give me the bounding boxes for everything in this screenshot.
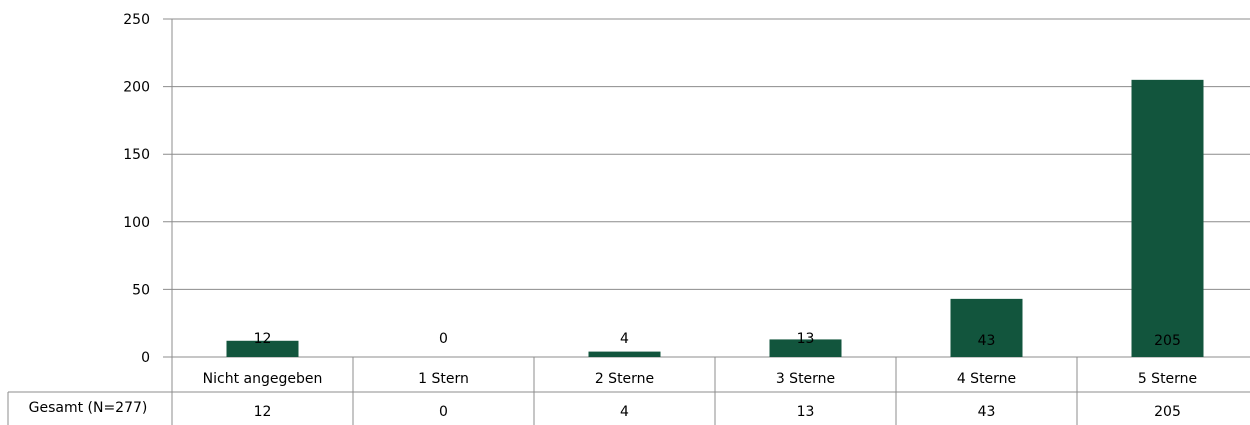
category-label: 5 Sterne bbox=[1138, 371, 1197, 387]
bar bbox=[1131, 79, 1204, 357]
y-tick-label: 250 bbox=[123, 12, 150, 28]
table-value-cell: 4 bbox=[620, 404, 629, 420]
data-label: 0 bbox=[439, 331, 448, 347]
data-table: Gesamt (N=277) Nicht angegeben 12 1 Stern 0… bbox=[7, 357, 1250, 425]
category-label: 1 Stern bbox=[418, 371, 469, 387]
bars-group bbox=[226, 79, 1204, 357]
data-label: 12 bbox=[254, 331, 272, 347]
bar bbox=[950, 298, 1023, 357]
gridlines bbox=[163, 18, 1250, 358]
table-value-cell: 0 bbox=[439, 404, 448, 420]
table-value-cell: 12 bbox=[254, 404, 272, 420]
y-tick-label: 150 bbox=[123, 147, 150, 163]
y-tick-label: 0 bbox=[141, 350, 150, 366]
series-name-cell: Gesamt (N=277) bbox=[29, 400, 148, 416]
bar bbox=[226, 340, 299, 357]
category-label: 4 Sterne bbox=[957, 371, 1016, 387]
y-tick-label: 200 bbox=[123, 80, 150, 96]
category-label: 2 Sterne bbox=[595, 371, 654, 387]
y-axis: 0 50 100 150 200 250 bbox=[123, 12, 173, 425]
bar bbox=[588, 351, 661, 357]
y-tick-label: 50 bbox=[132, 282, 150, 298]
category-label: 3 Sterne bbox=[776, 371, 835, 387]
table-value-cell: 13 bbox=[797, 404, 815, 420]
data-labels-group: 12 0 4 13 43 205 bbox=[254, 331, 1181, 349]
data-label: 205 bbox=[1154, 333, 1181, 349]
table-value-cell: 205 bbox=[1154, 404, 1181, 420]
y-tick-label: 100 bbox=[123, 215, 150, 231]
bar bbox=[769, 339, 842, 357]
data-label: 13 bbox=[797, 331, 815, 347]
table-value-cell: 43 bbox=[978, 404, 996, 420]
category-label: Nicht angegeben bbox=[203, 371, 323, 387]
data-label: 43 bbox=[978, 333, 996, 349]
data-label: 4 bbox=[620, 331, 629, 347]
